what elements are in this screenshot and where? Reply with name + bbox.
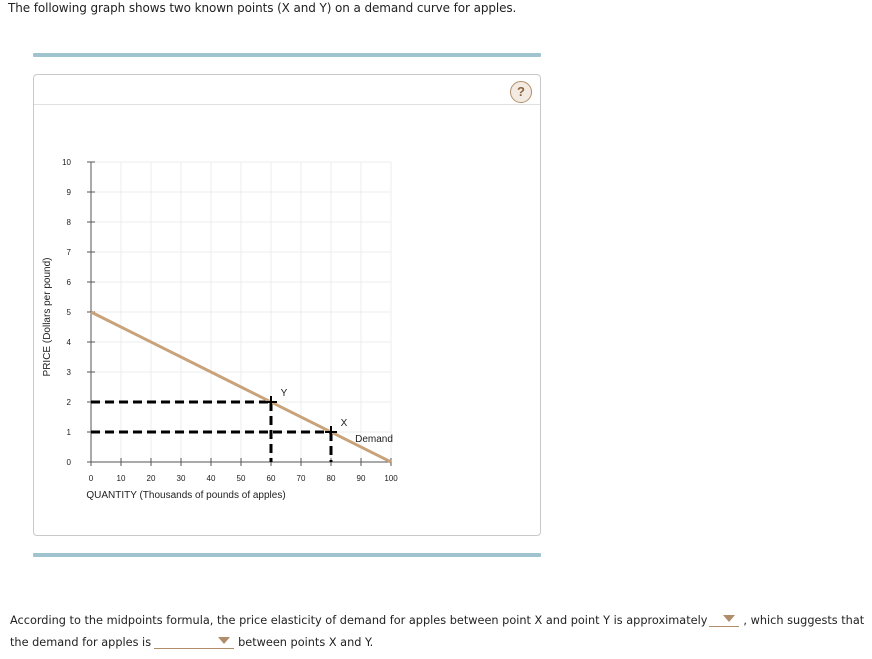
top-divider [33,53,541,57]
x-tick-label: 30 [177,474,186,483]
panel-header: ? [34,75,540,105]
chevron-down-icon [723,615,736,622]
x-tick-label: 0 [89,474,94,483]
y-tick-label: 5 [67,308,72,317]
x-tick-label: 40 [207,474,216,483]
y-tick-label: 0 [67,458,72,467]
y-tick-label: 3 [67,368,72,377]
question-part-3: between points X and Y. [238,636,374,649]
y-tick-label: 8 [67,218,72,227]
x-tick-label: 100 [384,474,398,483]
question-text: According to the midpoints formula, the … [10,610,870,654]
y-tick-label: 4 [67,338,72,347]
y-axis-title: PRICE (Dollars per pound) [42,258,53,377]
x-axis-title: QUANTITY (Thousands of pounds of apples) [86,490,285,501]
x-tick-label: 60 [267,474,276,483]
x-tick-label: 80 [327,474,336,483]
x-tick-label: 90 [357,474,366,483]
question-part-2: , which suggests that the demand for app… [10,614,865,649]
question-mark-icon[interactable]: ? [510,81,532,103]
x-tick-label: 70 [297,474,306,483]
y-tick-label: 2 [67,398,72,407]
point-label-x: X [341,418,348,429]
y-tick-label: 6 [67,278,72,287]
point-label-y: Y [281,388,288,399]
chevron-down-icon [218,637,231,644]
intro-text: The following graph shows two known poin… [8,1,517,15]
bottom-divider [33,553,541,557]
y-tick-label: 7 [67,248,72,257]
demand-curve [90,310,392,464]
graph-panel: ? 0 1 2 3 4 5 6 7 8 9 10 0 10 20 30 40 50 60 70 80 90 100 QUAN… [33,74,541,536]
y-tick-label: 10 [62,158,71,167]
x-tick-label: 10 [117,474,126,483]
demand-label: Demand [355,434,393,445]
demand-type-dropdown[interactable] [154,634,235,649]
x-tick-label: 20 [147,474,156,483]
y-tick-label: 1 [67,428,72,437]
question-part-1: According to the midpoints formula, the … [10,614,708,627]
elasticity-dropdown[interactable] [709,612,740,627]
y-tick-label: 9 [67,188,72,197]
x-tick-label: 50 [237,474,246,483]
